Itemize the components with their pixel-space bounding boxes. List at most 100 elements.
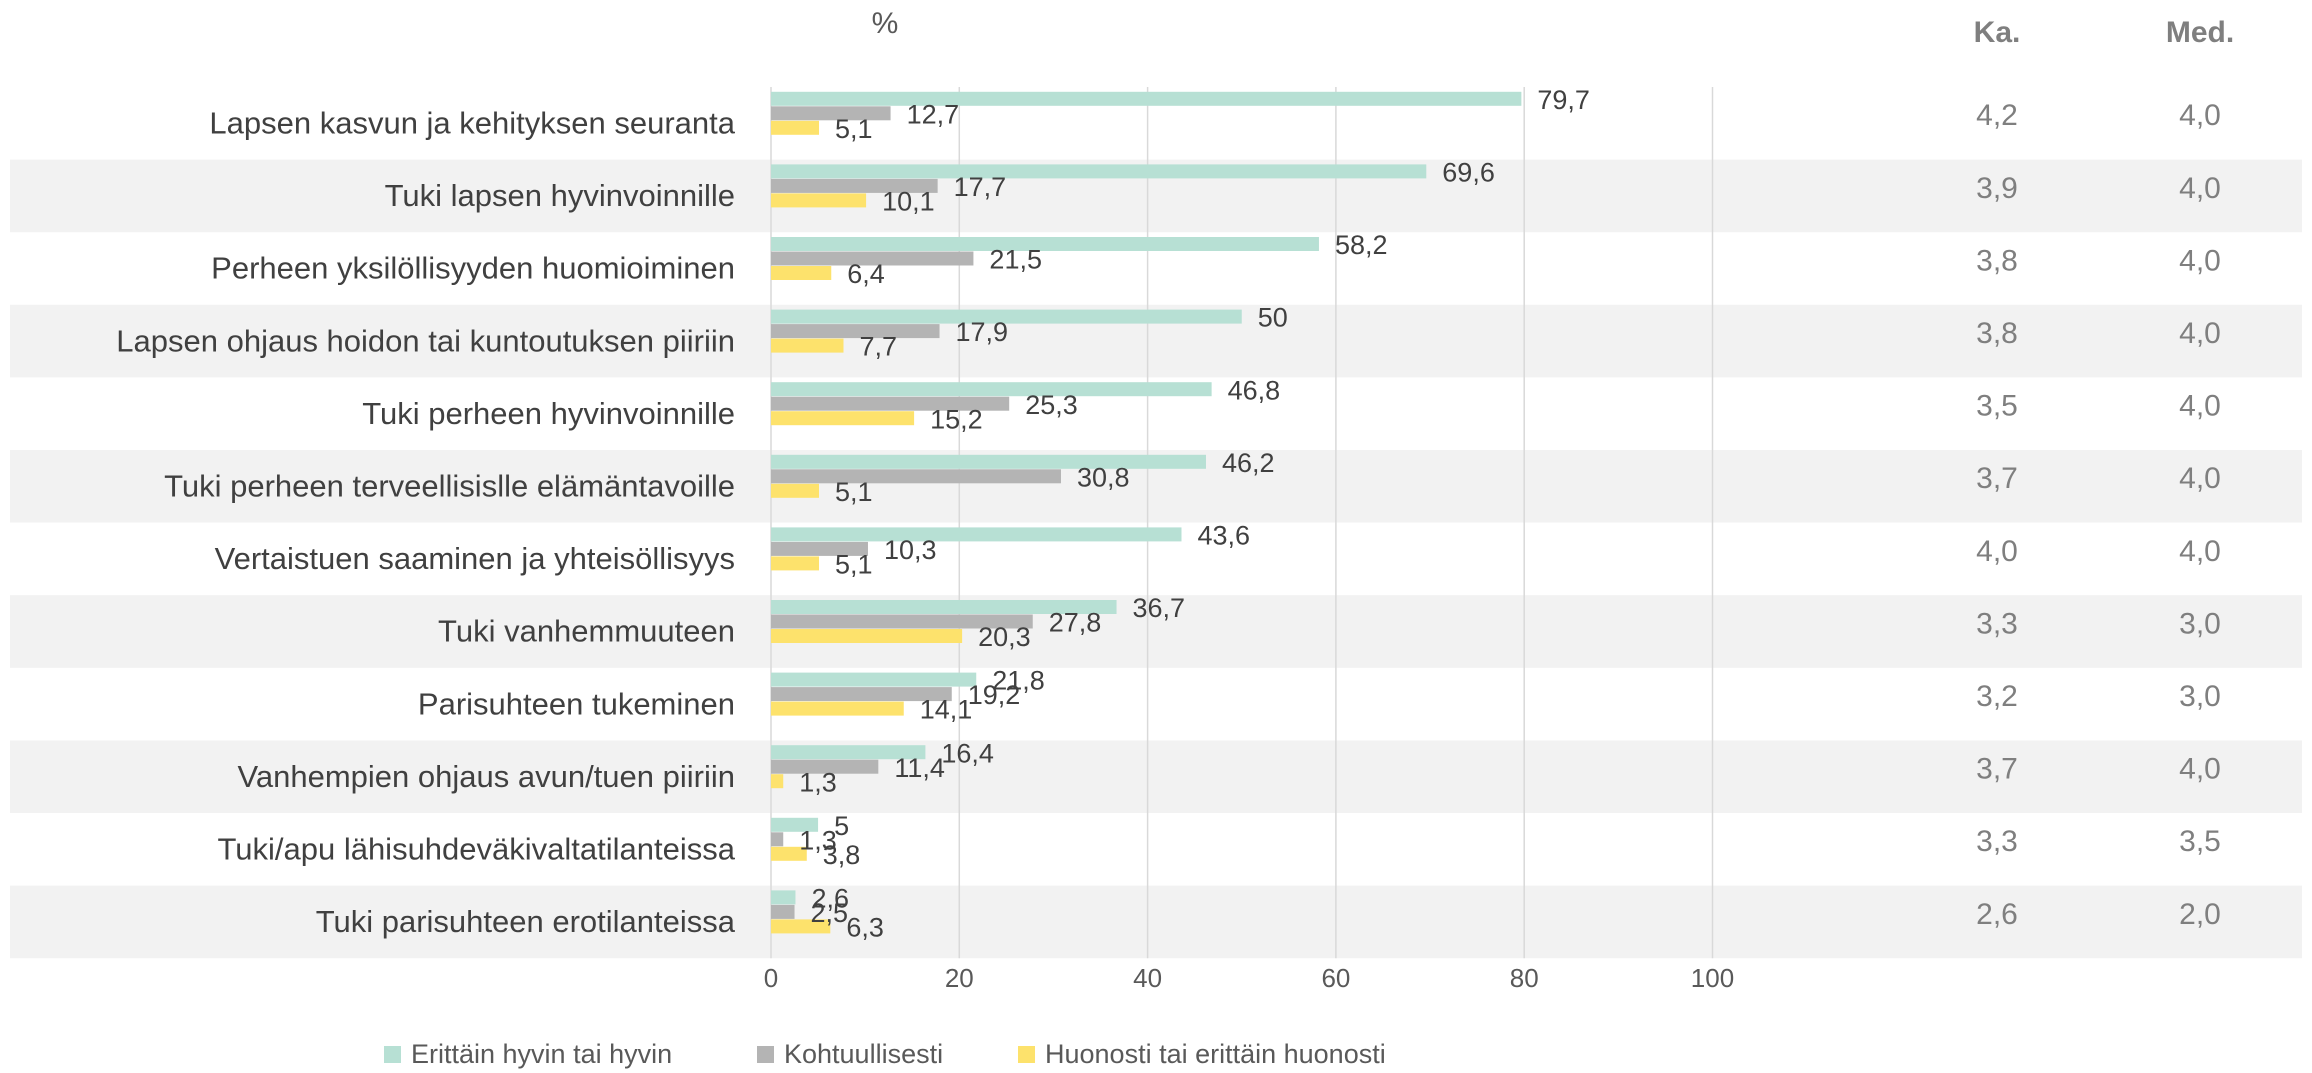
bar	[771, 309, 1242, 324]
data-label: 17,9	[956, 317, 1009, 347]
data-label: 14,1	[920, 695, 973, 725]
category-label: Perheen yksilöllisyyden huomioiminen	[211, 251, 735, 286]
bar	[771, 237, 1319, 251]
data-label: 21,5	[989, 245, 1042, 275]
ka-value: 3,9	[1976, 172, 2018, 205]
bar	[771, 600, 1117, 614]
data-label: 46,2	[1222, 448, 1275, 478]
ka-value: 3,3	[1976, 607, 2018, 640]
row-band	[10, 595, 2302, 668]
bar	[771, 817, 819, 832]
x-tick-label: 40	[1133, 963, 1162, 993]
category-label: Tuki lapsen hyvinvoinnille	[385, 178, 735, 213]
ka-value: 3,3	[1976, 825, 2018, 858]
med-value: 4,0	[2179, 244, 2221, 277]
bar	[771, 164, 1427, 179]
bar	[771, 411, 915, 426]
med-value: 4,0	[2179, 317, 2221, 350]
data-label: 69,6	[1442, 158, 1495, 188]
row-band	[10, 885, 2302, 959]
data-label: 5,1	[835, 477, 873, 507]
legend: Erittäin hyvin tai hyvin Kohtuullisesti Hu…	[384, 1039, 1386, 1069]
data-label: 20,3	[978, 622, 1031, 652]
x-axis-ticks: 0 20 40 60 80 100	[764, 963, 1734, 993]
data-label: 46,8	[1228, 375, 1281, 405]
row-band	[10, 740, 2302, 813]
data-label: 1,3	[799, 825, 837, 855]
data-label: 2,5	[811, 898, 849, 928]
data-label: 5,1	[835, 114, 873, 144]
ka-value: 4,2	[1976, 99, 2018, 132]
ka-value: 3,5	[1976, 390, 2018, 423]
bar	[771, 846, 807, 861]
bar	[771, 556, 820, 571]
category-label: Tuki parisuhteen erotilanteissa	[316, 904, 736, 939]
med-value: 2,0	[2179, 898, 2221, 931]
unit-label: %	[872, 7, 899, 40]
legend-label: Kohtuullisesti	[784, 1039, 943, 1069]
data-label: 30,8	[1077, 462, 1130, 492]
data-label: 15,2	[930, 404, 983, 434]
category-label: Vanhempien ohjaus avun/tuen piiriin	[238, 759, 735, 794]
legend-swatch	[757, 1046, 774, 1063]
category-label: Tuki vanhemmuuteen	[438, 614, 735, 649]
legend-label: Huonosti tai erittäin huonosti	[1045, 1039, 1386, 1069]
med-header: Med.	[2166, 16, 2234, 49]
med-value: 4,0	[2179, 535, 2221, 568]
bar	[771, 904, 795, 919]
category-label: Tuki perheen hyvinvoinnille	[362, 396, 735, 431]
data-label: 16,4	[941, 738, 994, 768]
bar	[771, 774, 784, 789]
bar	[771, 251, 974, 266]
ka-value: 3,2	[1976, 680, 2018, 713]
x-tick-label: 60	[1321, 963, 1350, 993]
data-label: 12,7	[907, 99, 960, 129]
data-label: 3,8	[823, 840, 861, 870]
med-value: 4,0	[2179, 390, 2221, 423]
ka-value: 2,6	[1976, 898, 2018, 931]
x-gridlines	[770, 87, 1714, 959]
ka-header: Ka.	[1974, 16, 2021, 49]
category-label: Tuki/apu lähisuhdeväkivaltatilanteissa	[217, 831, 735, 866]
bar	[771, 672, 977, 687]
bar	[771, 454, 1206, 469]
data-label: 17,7	[954, 172, 1007, 202]
bar	[771, 382, 1212, 397]
data-label: 43,6	[1197, 521, 1250, 551]
ka-value: 3,8	[1976, 317, 2018, 350]
data-label: 50	[1258, 303, 1288, 333]
med-value: 3,0	[2179, 607, 2221, 640]
med-value: 3,0	[2179, 680, 2221, 713]
category-label: Lapsen ohjaus hoidon tai kuntoutuksen pi…	[116, 323, 735, 358]
category-label: Lapsen kasvun ja kehityksen seuranta	[209, 105, 735, 140]
bar	[771, 629, 963, 643]
med-value: 4,0	[2179, 99, 2221, 132]
row-bands	[10, 159, 2302, 959]
med-value: 4,0	[2179, 172, 2221, 205]
data-label: 5	[834, 811, 849, 841]
data-label: 6,4	[847, 259, 885, 289]
bar	[771, 106, 891, 121]
x-tick-label: 100	[1691, 963, 1734, 993]
bar	[771, 120, 820, 135]
data-label: 11,4	[894, 753, 945, 783]
bar	[771, 890, 796, 905]
bar	[771, 614, 1033, 629]
data-label: 1,3	[799, 767, 837, 797]
x-tick-label: 0	[764, 963, 778, 993]
data-label: 79,7	[1537, 85, 1590, 115]
med-value: 3,5	[2179, 825, 2221, 858]
bar	[771, 469, 1061, 484]
bar	[771, 541, 868, 556]
data-label: 7,7	[859, 332, 897, 362]
data-label: 2,6	[811, 884, 849, 914]
x-tick-label: 80	[1510, 963, 1539, 993]
bar	[771, 832, 784, 847]
legend-swatch	[384, 1046, 401, 1063]
data-label: 6,3	[846, 913, 884, 943]
data-label: 25,3	[1025, 390, 1078, 420]
bar	[771, 324, 940, 339]
x-tick-label: 20	[945, 963, 974, 993]
bar-series	[771, 91, 1522, 934]
